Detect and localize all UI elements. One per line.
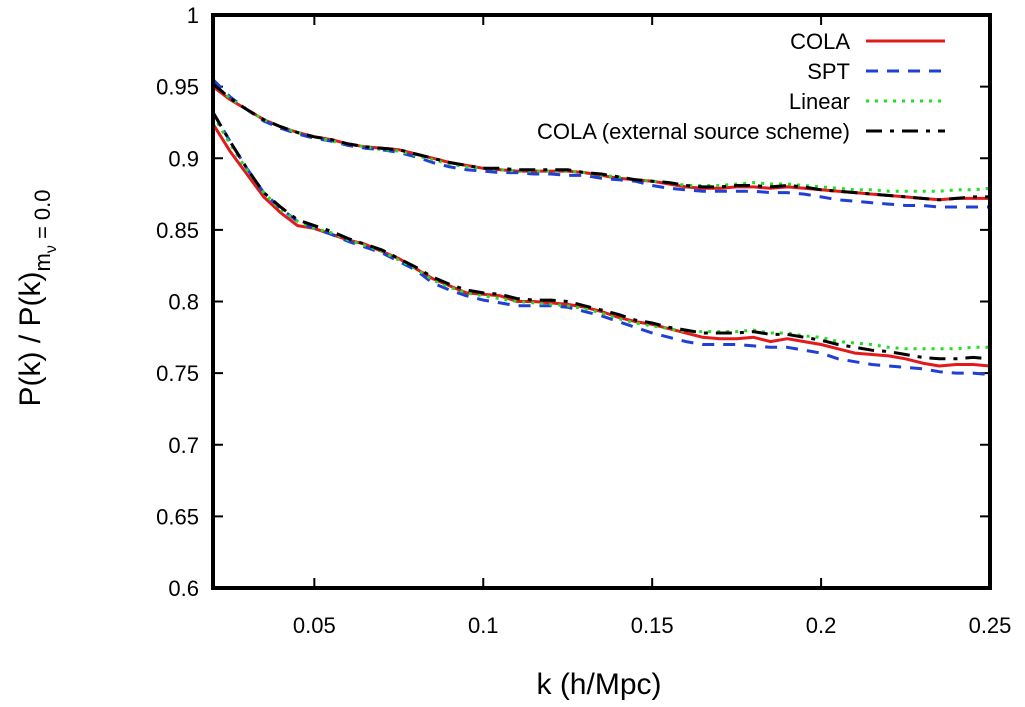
y-axis-ticks: 0.6 0.65 0.7 0.75 0.8 0.85 0.9 0.95 1 (156, 3, 990, 601)
y-tick-label: 0.95 (156, 75, 199, 100)
x-tick-label: 0.2 (806, 613, 837, 638)
y-tick-label: 0.7 (168, 433, 199, 458)
y-tick-label: 0.75 (156, 361, 199, 386)
series-line-cola-external-source-scheme-upper (212, 82, 990, 202)
legend-label-cola-external-source-scheme: COLA (external source scheme) (537, 119, 850, 144)
series-line-cola-external-source-scheme-lower (211, 111, 991, 361)
y-tick-label: 1 (187, 3, 199, 28)
series-line-linear-lower (211, 114, 990, 351)
series-line-spt-lower (211, 111, 991, 377)
y-axis-label-sub-rest: = 0.0 (30, 190, 55, 246)
y-tick-label: 0.85 (156, 218, 199, 243)
y-tick-label: 0.6 (168, 576, 199, 601)
y-tick-label: 0.65 (156, 504, 199, 529)
y-tick-label: 0.9 (168, 146, 199, 171)
series-line-cola-lower (211, 123, 991, 368)
y-axis-label-sub-nu: ν (43, 245, 60, 253)
x-axis-ticks: 0.05 0.1 0.15 0.2 0.25 (293, 15, 1011, 638)
x-tick-label: 0.15 (631, 613, 674, 638)
legend: COLA SPT Linear COLA (external source schem… (537, 29, 945, 144)
x-tick-label: 0.05 (293, 613, 336, 638)
legend-label-spt: SPT (807, 59, 850, 84)
x-axis-label: k (h/Mpc) (536, 668, 661, 701)
y-axis-label-sub-m: m (30, 253, 55, 271)
x-tick-label: 0.1 (468, 613, 499, 638)
y-axis-label: P(k) / P(k)mν = 0.0 (14, 190, 60, 407)
series-layer (211, 78, 991, 377)
plot-frame (211, 13, 992, 590)
y-axis-label-main: P(k) / P(k) (14, 271, 47, 406)
x-tick-label: 0.25 (969, 613, 1012, 638)
y-tick-label: 0.8 (168, 290, 199, 315)
legend-label-cola: COLA (790, 29, 850, 54)
legend-label-linear: Linear (789, 89, 850, 114)
